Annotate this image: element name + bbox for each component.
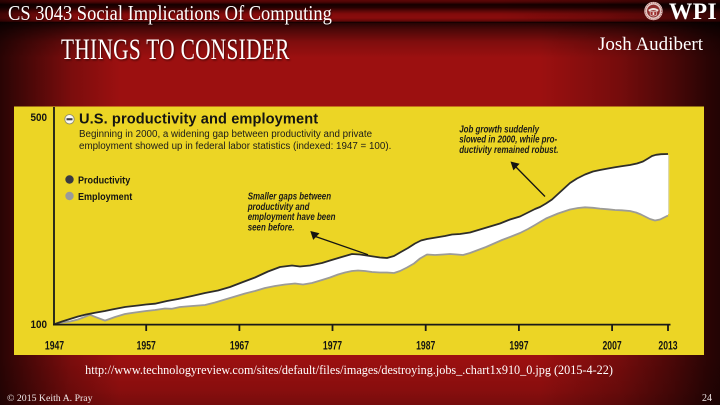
svg-text:1987: 1987 [416, 340, 435, 352]
svg-text:1947: 1947 [45, 340, 64, 352]
svg-text:Job growth suddenly: Job growth suddenly [459, 123, 540, 134]
svg-text:employment showed up in federa: employment showed up in federal labor st… [79, 141, 391, 152]
svg-text:productivity and: productivity and [247, 201, 310, 212]
svg-text:slowed in 2000, while pro-: slowed in 2000, while pro- [459, 134, 557, 145]
svg-text:Employment: Employment [78, 191, 133, 203]
svg-text:Smaller gaps between: Smaller gaps between [248, 191, 332, 202]
svg-text:employment have been: employment have been [248, 211, 336, 222]
svg-text:1967: 1967 [230, 340, 249, 352]
svg-text:500: 500 [30, 113, 47, 125]
svg-text:WPI: WPI [669, 0, 716, 23]
svg-text:Productivity: Productivity [78, 175, 131, 187]
svg-text:U.S. productivity and employme: U.S. productivity and employment [79, 112, 318, 128]
svg-text:2007: 2007 [603, 340, 622, 352]
svg-text:Beginning in 2000, a widening: Beginning in 2000, a widening gap betwee… [79, 129, 373, 140]
svg-text:1977: 1977 [323, 340, 342, 352]
svg-text:seen before.: seen before. [248, 221, 295, 232]
svg-text:100: 100 [30, 320, 47, 332]
svg-text:1997: 1997 [509, 340, 528, 352]
svg-text:ductivity remained robust.: ductivity remained robust. [459, 144, 558, 155]
svg-text:2013: 2013 [658, 340, 677, 352]
svg-text:1957: 1957 [137, 340, 156, 352]
